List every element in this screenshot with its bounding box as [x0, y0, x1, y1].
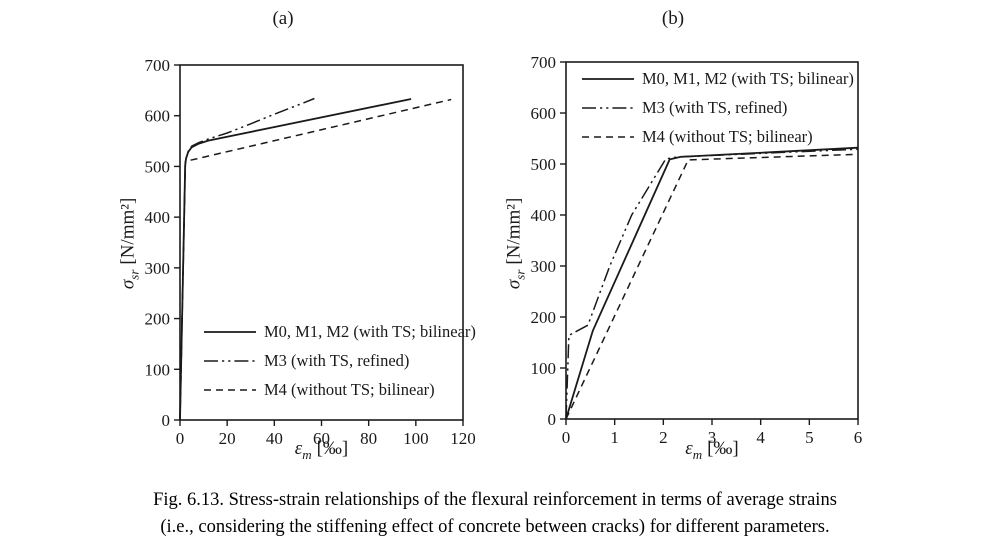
legend-line-sample	[204, 388, 256, 391]
legend-label: M4 (without TS; bilinear)	[264, 379, 435, 399]
caption-line-1: Fig. 6.13. Stress-strain relationships o…	[153, 490, 837, 510]
y-tick-label: 600	[145, 107, 171, 126]
legend-label: M3 (with TS, refined)	[642, 97, 788, 117]
x-unit: [‰]	[316, 438, 349, 459]
y-axis-label-b: σsr [N/mm²]	[504, 158, 529, 328]
x-tick-label: 100	[403, 429, 429, 448]
series-line	[179, 98, 452, 421]
x-tick-label: 120	[450, 429, 476, 448]
series-line	[565, 146, 859, 420]
y-tick-label: 200	[531, 308, 557, 327]
legend-line-sample	[204, 330, 256, 333]
x-tick-label: 3	[708, 428, 717, 447]
sigma-symbol: σ	[503, 279, 525, 290]
x-tick-label: 60	[313, 429, 330, 448]
legend-label: M0, M1, M2 (with TS; bilinear)	[642, 68, 854, 88]
x-tick-label: 2	[659, 428, 668, 447]
sigma-subscript: sr	[512, 269, 528, 280]
y-tick-label: 200	[145, 310, 171, 329]
chart-a-canvas: 0 20 40 60 80 100 120 0 100 200 300 400 500 600 700	[145, 56, 476, 448]
y-tick-label: 100	[531, 359, 557, 378]
x-axis-label-a: εm [‰]	[180, 438, 463, 463]
series-line	[179, 97, 315, 421]
series-line	[565, 148, 859, 420]
panel-a-title: (a)	[272, 8, 294, 29]
x-unit: [‰]	[707, 438, 739, 459]
x-axis-label-b: εm [‰]	[566, 438, 858, 463]
x-tick-label: 0	[176, 429, 185, 448]
x-tick-label: 5	[805, 428, 814, 447]
legend-line-sample	[582, 77, 634, 80]
y-unit: [N/mm²]	[503, 197, 525, 265]
panel-b-title: (b)	[661, 8, 685, 29]
y-unit: [N/mm²]	[117, 197, 139, 265]
y-tick-label: 500	[531, 155, 557, 174]
legend-line-sample	[582, 106, 634, 109]
x-tick-label: 1	[610, 428, 619, 447]
y-tick-label: 0	[548, 410, 557, 429]
y-tick-label: 0	[162, 411, 171, 430]
y-tick-label: 100	[145, 360, 171, 379]
legend-item: M3 (with TS, refined)	[581, 93, 854, 122]
y-axis-label-a: σsr [N/mm²]	[118, 158, 143, 328]
epsilon-symbol: ε	[685, 438, 693, 459]
y-tick-label: 700	[531, 53, 557, 72]
legend-panel-b: M0, M1, M2 (with TS; bilinear) M3 (with T…	[581, 64, 854, 151]
legend-item: M3 (with TS, refined)	[203, 346, 476, 375]
legend-item: M4 (without TS; bilinear)	[581, 122, 854, 151]
series-line	[565, 153, 859, 420]
legend-item: M4 (without TS; bilinear)	[203, 375, 476, 404]
y-tick-label: 400	[145, 208, 171, 227]
legend-line-sample	[582, 135, 634, 138]
x-tick-label: 20	[219, 429, 236, 448]
x-tick-label: 4	[756, 428, 765, 447]
legend-label: M4 (without TS; bilinear)	[642, 126, 813, 146]
y-tick-label: 700	[145, 56, 171, 75]
sigma-subscript: sr	[126, 269, 142, 280]
chart-b-canvas: 0 1 2 3 4 5 6 0 100 200 300 400 500 600 700	[531, 53, 863, 447]
y-tick-label: 500	[145, 157, 171, 176]
epsilon-subscript: m	[302, 446, 312, 462]
caption-line-2: (i.e., considering the stiffening effect…	[160, 517, 830, 537]
y-tick-label: 400	[531, 206, 557, 225]
figure-caption: Fig. 6.13. Stress-strain relationships o…	[0, 487, 990, 541]
y-tick-label: 300	[145, 259, 171, 278]
x-tick-label: 0	[562, 428, 571, 447]
epsilon-symbol: ε	[294, 438, 303, 459]
epsilon-subscript: m	[692, 446, 703, 462]
y-tick-label: 600	[531, 104, 557, 123]
y-tick-label: 300	[531, 257, 557, 276]
legend-item: M0, M1, M2 (with TS; bilinear)	[581, 64, 854, 93]
x-tick-label: 80	[360, 429, 377, 448]
legend-panel-a: M0, M1, M2 (with TS; bilinear) M3 (with T…	[203, 317, 476, 404]
legend-label: M3 (with TS, refined)	[264, 350, 410, 370]
legend-label: M0, M1, M2 (with TS; bilinear)	[264, 321, 476, 341]
x-tick-label: 6	[854, 428, 863, 447]
legend-line-sample	[204, 359, 256, 362]
x-tick-label: 40	[266, 429, 283, 448]
sigma-symbol: σ	[117, 279, 139, 290]
legend-item: M0, M1, M2 (with TS; bilinear)	[203, 317, 476, 346]
